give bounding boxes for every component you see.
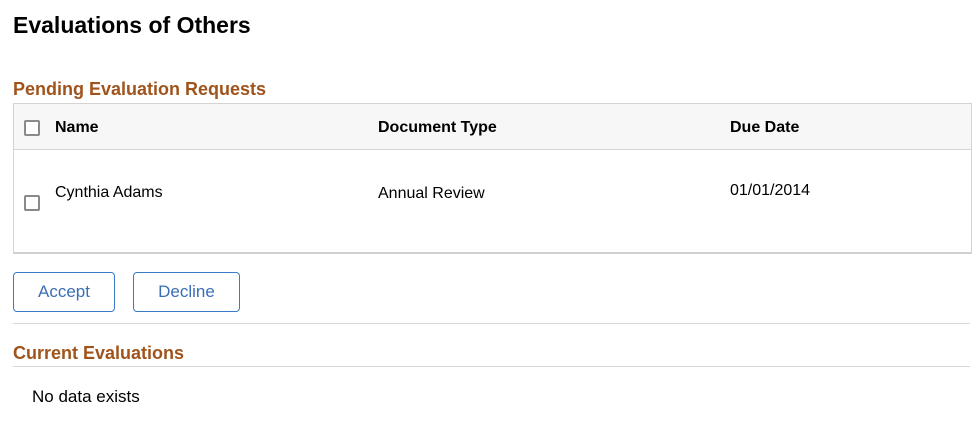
no-data-message: No data exists (32, 387, 140, 406)
col-document-type: Document Type (378, 119, 497, 136)
divider (13, 366, 970, 367)
cell-name: Cynthia Adams (55, 184, 163, 201)
cell-due-date: 01/01/2014 (730, 182, 811, 199)
row-checkbox[interactable] (24, 195, 40, 211)
decline-button[interactable]: Decline (133, 272, 240, 312)
grid-header: Name Document Type Due Date (14, 104, 971, 150)
divider (13, 323, 970, 324)
table-row: Cynthia Adams Annual Review 01/01/2014 (14, 150, 971, 251)
col-name: Name (55, 119, 99, 136)
cell-document-type: Annual Review (378, 185, 485, 202)
current-section-title: Current Evaluations (13, 343, 185, 363)
pending-grid: Name Document Type Due Date Cynthia Adam… (13, 103, 972, 254)
page-title: Evaluations of Others (13, 12, 251, 38)
col-due-date: Due Date (730, 119, 800, 136)
accept-button[interactable]: Accept (13, 272, 115, 312)
pending-section-title: Pending Evaluation Requests (13, 79, 267, 99)
select-all-checkbox[interactable] (24, 120, 40, 136)
